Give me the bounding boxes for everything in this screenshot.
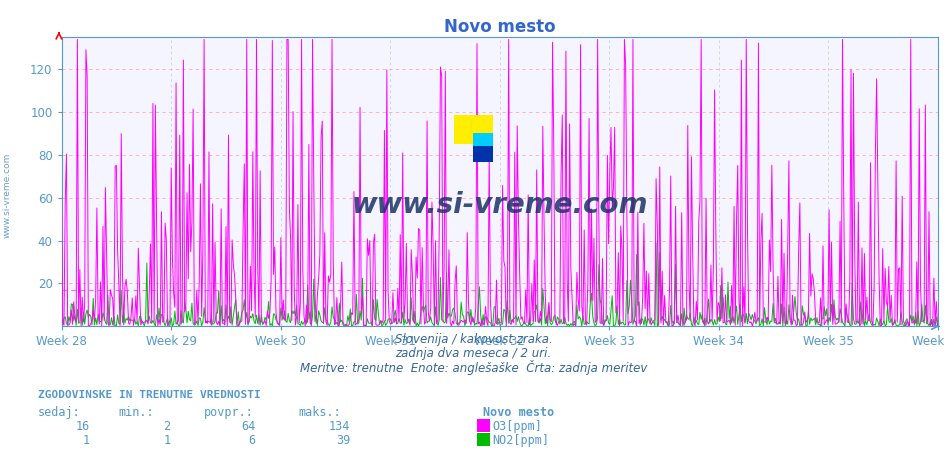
Text: 16: 16 xyxy=(76,420,90,433)
Text: min.:: min.: xyxy=(118,406,154,419)
Text: maks.:: maks.: xyxy=(298,406,341,419)
FancyBboxPatch shape xyxy=(454,115,493,144)
Text: 6: 6 xyxy=(248,434,256,447)
Text: 2: 2 xyxy=(163,420,170,433)
Text: 64: 64 xyxy=(241,420,256,433)
Text: ZGODOVINSKE IN TRENUTNE VREDNOSTI: ZGODOVINSKE IN TRENUTNE VREDNOSTI xyxy=(38,391,260,400)
Text: O3[ppm]: O3[ppm] xyxy=(492,420,543,433)
Text: 1: 1 xyxy=(82,434,90,447)
Text: www.si-vreme.com: www.si-vreme.com xyxy=(3,153,12,239)
Text: povpr.:: povpr.: xyxy=(204,406,254,419)
Text: Novo mesto: Novo mesto xyxy=(483,406,554,419)
Text: www.si-vreme.com: www.si-vreme.com xyxy=(351,191,648,219)
Text: NO2[ppm]: NO2[ppm] xyxy=(492,434,549,447)
FancyBboxPatch shape xyxy=(474,146,493,162)
Text: 1: 1 xyxy=(163,434,170,447)
Title: Novo mesto: Novo mesto xyxy=(444,18,555,36)
Text: 134: 134 xyxy=(329,420,350,433)
FancyBboxPatch shape xyxy=(474,133,493,162)
Text: Slovenija / kakovost zraka.: Slovenija / kakovost zraka. xyxy=(395,333,552,345)
Text: 39: 39 xyxy=(336,434,350,447)
Text: sedaj:: sedaj: xyxy=(38,406,80,419)
Text: Meritve: trenutne  Enote: anglešaške  Črta: zadnja meritev: Meritve: trenutne Enote: anglešaške Črta… xyxy=(300,360,647,375)
Text: zadnja dva meseca / 2 uri.: zadnja dva meseca / 2 uri. xyxy=(396,348,551,360)
